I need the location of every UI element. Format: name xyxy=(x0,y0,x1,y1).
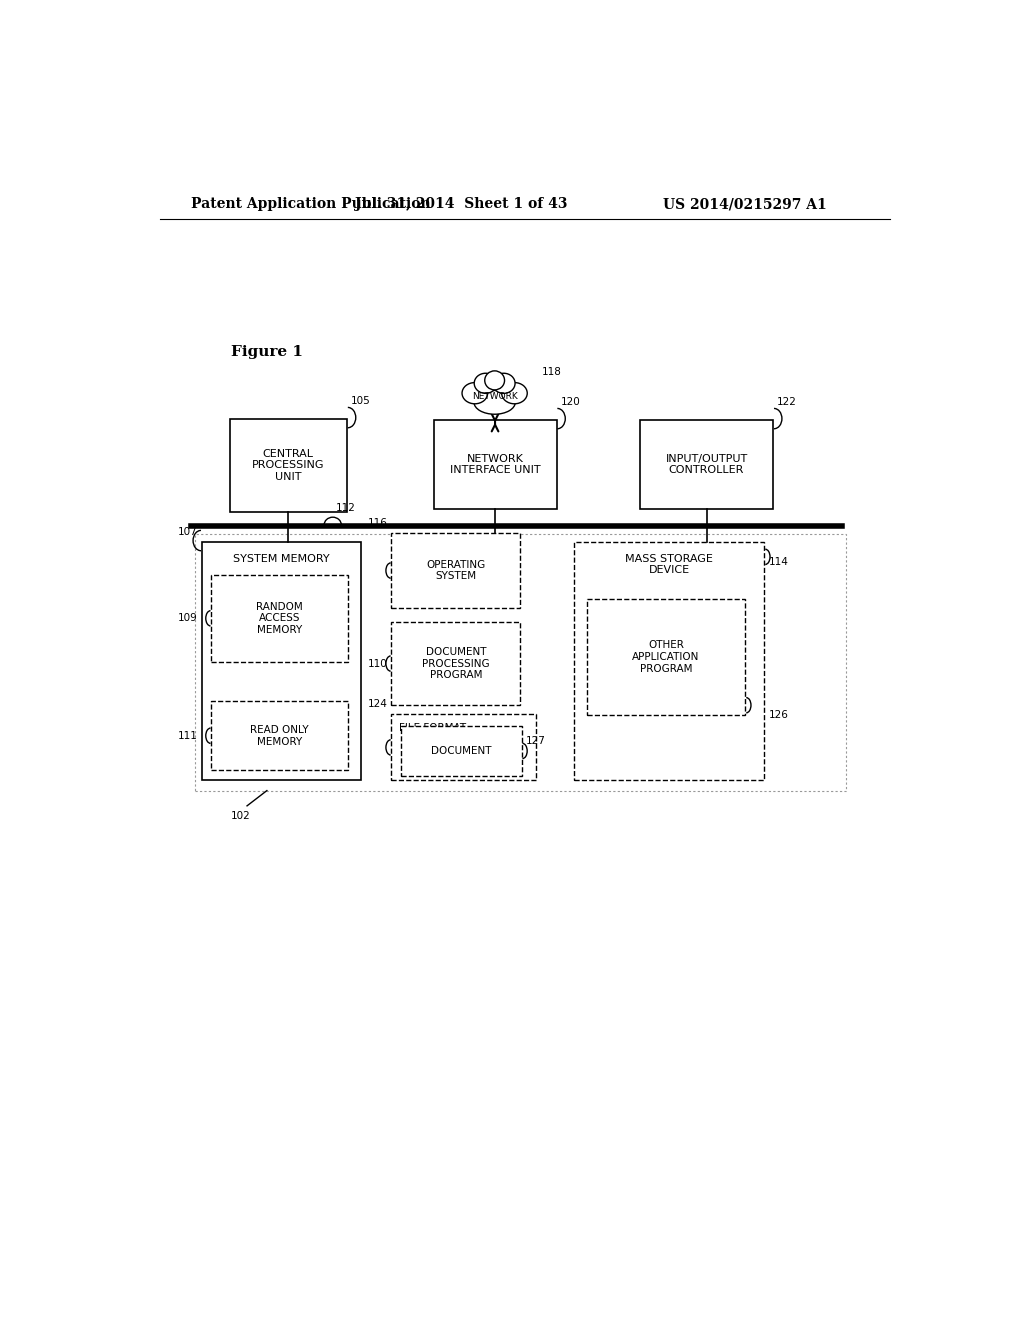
Text: 116: 116 xyxy=(368,519,387,528)
Text: 105: 105 xyxy=(351,396,371,407)
Text: 114: 114 xyxy=(768,557,788,566)
Text: INPUT/OUTPUT
CONTROLLER: INPUT/OUTPUT CONTROLLER xyxy=(666,454,748,475)
FancyBboxPatch shape xyxy=(640,420,773,510)
Text: 127: 127 xyxy=(525,735,546,746)
Text: 118: 118 xyxy=(543,367,562,376)
Text: SYSTEM MEMORY: SYSTEM MEMORY xyxy=(232,554,330,564)
FancyBboxPatch shape xyxy=(401,726,521,776)
Text: Figure 1: Figure 1 xyxy=(231,345,303,359)
Text: 109: 109 xyxy=(178,614,198,623)
Text: DOCUMENT
PROCESSING
PROGRAM: DOCUMENT PROCESSING PROGRAM xyxy=(422,647,489,680)
FancyBboxPatch shape xyxy=(391,714,536,780)
Text: Jul. 31, 2014  Sheet 1 of 43: Jul. 31, 2014 Sheet 1 of 43 xyxy=(355,197,567,211)
Text: 102: 102 xyxy=(231,810,251,821)
Ellipse shape xyxy=(484,371,505,389)
Text: 124: 124 xyxy=(368,700,387,709)
FancyBboxPatch shape xyxy=(229,418,347,512)
Text: 111: 111 xyxy=(178,731,198,741)
FancyBboxPatch shape xyxy=(391,622,520,705)
FancyBboxPatch shape xyxy=(574,541,765,780)
FancyBboxPatch shape xyxy=(211,576,348,661)
Text: RANDOM
ACCESS
MEMORY: RANDOM ACCESS MEMORY xyxy=(256,602,303,635)
FancyBboxPatch shape xyxy=(196,535,846,791)
Text: DOCUMENT: DOCUMENT xyxy=(431,746,492,756)
Ellipse shape xyxy=(462,383,487,404)
FancyBboxPatch shape xyxy=(391,533,520,607)
Text: READ ONLY
MEMORY: READ ONLY MEMORY xyxy=(250,725,309,747)
FancyBboxPatch shape xyxy=(211,701,348,771)
Text: FILE FORMAT: FILE FORMAT xyxy=(399,722,467,733)
Text: CENTRAL
PROCESSING
UNIT: CENTRAL PROCESSING UNIT xyxy=(252,449,325,482)
Text: Patent Application Publication: Patent Application Publication xyxy=(191,197,431,211)
Text: 110: 110 xyxy=(368,659,387,668)
Text: MASS STORAGE
DEVICE: MASS STORAGE DEVICE xyxy=(626,554,713,576)
Text: NETWORK
INTERFACE UNIT: NETWORK INTERFACE UNIT xyxy=(450,454,541,475)
Text: OPERATING
SYSTEM: OPERATING SYSTEM xyxy=(426,560,485,581)
Text: 126: 126 xyxy=(768,710,788,721)
Text: NETWORK: NETWORK xyxy=(472,392,517,401)
Text: US 2014/0215297 A1: US 2014/0215297 A1 xyxy=(663,197,826,211)
Ellipse shape xyxy=(474,374,497,393)
Text: 122: 122 xyxy=(777,397,797,408)
Text: OTHER
APPLICATION
PROGRAM: OTHER APPLICATION PROGRAM xyxy=(633,640,699,673)
Text: 120: 120 xyxy=(560,397,581,408)
Text: 107: 107 xyxy=(178,527,198,536)
FancyBboxPatch shape xyxy=(587,598,745,715)
Text: 112: 112 xyxy=(336,503,355,513)
Ellipse shape xyxy=(502,383,527,404)
Ellipse shape xyxy=(493,374,515,393)
FancyBboxPatch shape xyxy=(433,420,557,510)
FancyBboxPatch shape xyxy=(202,541,360,780)
Ellipse shape xyxy=(474,391,515,414)
